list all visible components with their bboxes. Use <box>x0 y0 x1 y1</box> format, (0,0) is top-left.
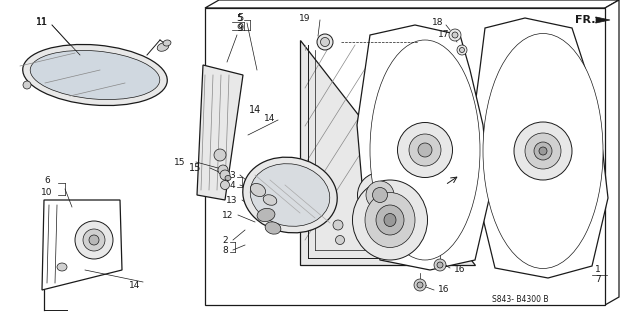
Ellipse shape <box>214 149 226 161</box>
Text: 16: 16 <box>454 266 466 275</box>
Ellipse shape <box>373 188 388 203</box>
Text: 14: 14 <box>264 114 276 123</box>
Ellipse shape <box>83 229 105 251</box>
Ellipse shape <box>23 81 31 89</box>
Text: 15: 15 <box>189 163 201 173</box>
Ellipse shape <box>418 143 432 157</box>
Polygon shape <box>300 40 475 265</box>
Text: 10: 10 <box>42 188 53 196</box>
Ellipse shape <box>243 157 337 233</box>
Ellipse shape <box>265 222 281 234</box>
Ellipse shape <box>397 123 453 178</box>
Text: FR.: FR. <box>575 15 595 25</box>
Text: 16: 16 <box>438 285 450 294</box>
Ellipse shape <box>264 195 277 205</box>
Polygon shape <box>605 0 619 305</box>
Ellipse shape <box>89 235 99 245</box>
Ellipse shape <box>225 175 231 180</box>
Text: 9: 9 <box>237 23 243 33</box>
Text: 18: 18 <box>432 18 444 27</box>
Ellipse shape <box>534 142 552 160</box>
Text: 8: 8 <box>222 245 228 254</box>
Ellipse shape <box>459 47 464 52</box>
Ellipse shape <box>384 213 396 227</box>
Ellipse shape <box>57 263 67 271</box>
Ellipse shape <box>333 220 343 230</box>
Text: 2: 2 <box>222 236 228 244</box>
Ellipse shape <box>250 183 265 196</box>
Ellipse shape <box>250 164 330 226</box>
Ellipse shape <box>457 45 467 55</box>
Text: 5: 5 <box>236 13 242 22</box>
Ellipse shape <box>321 37 329 46</box>
Ellipse shape <box>414 279 426 291</box>
Text: 6: 6 <box>44 175 50 185</box>
Ellipse shape <box>514 122 572 180</box>
Polygon shape <box>42 200 122 290</box>
Ellipse shape <box>525 133 561 169</box>
Ellipse shape <box>365 193 415 247</box>
Ellipse shape <box>220 170 230 180</box>
Ellipse shape <box>30 51 160 100</box>
Polygon shape <box>596 17 610 23</box>
Ellipse shape <box>417 282 423 288</box>
Text: 4: 4 <box>229 180 235 189</box>
Text: 5: 5 <box>237 13 243 23</box>
Ellipse shape <box>353 180 428 260</box>
Text: S843- B4300 B: S843- B4300 B <box>492 295 548 305</box>
Ellipse shape <box>75 221 113 259</box>
Text: 14: 14 <box>130 281 141 290</box>
Text: 9: 9 <box>236 23 242 33</box>
Ellipse shape <box>218 165 228 175</box>
Ellipse shape <box>358 172 402 218</box>
Ellipse shape <box>335 236 345 244</box>
Ellipse shape <box>317 34 333 50</box>
Ellipse shape <box>257 208 275 221</box>
Ellipse shape <box>376 205 404 235</box>
Ellipse shape <box>449 29 461 41</box>
Polygon shape <box>205 0 619 8</box>
Ellipse shape <box>370 40 480 260</box>
Ellipse shape <box>157 43 169 51</box>
Text: 15: 15 <box>174 157 186 166</box>
Polygon shape <box>197 65 243 200</box>
Ellipse shape <box>483 34 603 268</box>
Ellipse shape <box>221 180 229 189</box>
Text: 7: 7 <box>595 276 601 284</box>
Text: 19: 19 <box>299 13 311 22</box>
Text: 17: 17 <box>438 29 450 38</box>
Text: 11: 11 <box>36 18 48 27</box>
Ellipse shape <box>452 32 458 38</box>
Text: 1: 1 <box>595 266 601 275</box>
Polygon shape <box>205 8 605 305</box>
Text: 14: 14 <box>249 105 261 115</box>
Ellipse shape <box>437 262 443 268</box>
Ellipse shape <box>23 44 167 106</box>
Ellipse shape <box>163 40 171 46</box>
Ellipse shape <box>366 181 394 209</box>
Ellipse shape <box>434 259 446 271</box>
Polygon shape <box>472 18 608 278</box>
Ellipse shape <box>409 134 441 166</box>
Text: 13: 13 <box>226 196 237 204</box>
Text: 11: 11 <box>36 17 48 27</box>
Ellipse shape <box>539 147 547 155</box>
Text: 12: 12 <box>223 211 234 220</box>
Text: 3: 3 <box>229 171 235 180</box>
Polygon shape <box>357 25 490 270</box>
